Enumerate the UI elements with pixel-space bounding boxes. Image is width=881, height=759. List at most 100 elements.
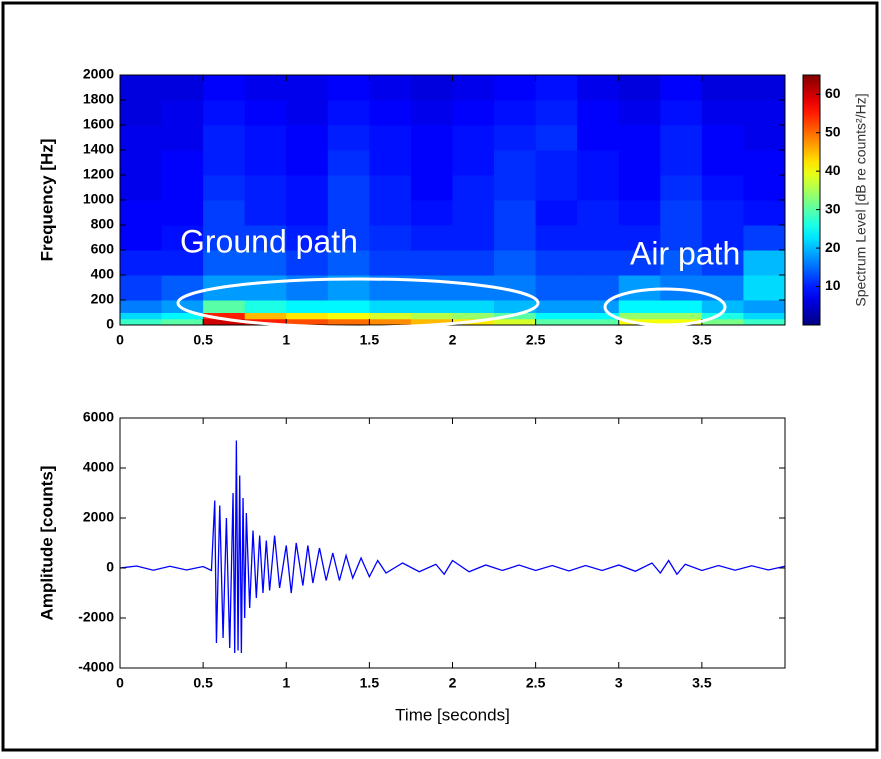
heatmap-cell — [743, 175, 786, 201]
x-tick-label: 1.5 — [360, 332, 380, 348]
heatmap-cell — [244, 150, 287, 176]
heatmap-cell — [701, 300, 744, 313]
y-tick-label: 2000 — [83, 509, 114, 525]
heatmap-cell — [577, 250, 620, 276]
heatmap-cell — [369, 150, 412, 176]
heatmap-cell — [535, 125, 578, 151]
heatmap-cell — [743, 200, 786, 226]
heatmap-cell — [244, 75, 287, 101]
heatmap-cell — [203, 125, 246, 151]
heatmap-cell — [286, 100, 329, 126]
heatmap-cell — [410, 318, 453, 326]
y-tick-label: 4000 — [83, 459, 114, 475]
heatmap-cell — [120, 312, 163, 320]
heatmap-cell — [452, 175, 495, 201]
heatmap-cell — [494, 175, 537, 201]
heatmap-cell — [244, 125, 287, 151]
colorbar — [802, 74, 821, 326]
heatmap-cell — [410, 300, 453, 313]
heatmap-cell — [743, 225, 786, 251]
heatmap-cell — [327, 225, 370, 251]
heatmap-cell — [161, 318, 204, 326]
y-tick-label: 400 — [91, 266, 115, 282]
heatmap-cell — [120, 150, 163, 176]
heatmap-cell — [410, 125, 453, 151]
heatmap-cell — [286, 200, 329, 226]
heatmap-cell — [161, 100, 204, 126]
heatmap-cell — [452, 125, 495, 151]
heatmap-cell — [618, 275, 661, 301]
heatmap-cell — [494, 125, 537, 151]
heatmap-cell — [369, 175, 412, 201]
heatmap-cell — [535, 200, 578, 226]
heatmap-cell — [327, 75, 370, 101]
heatmap-cell — [120, 275, 163, 301]
heatmap-cell — [660, 318, 703, 326]
heatmap-cell — [743, 318, 786, 326]
heatmap-cell — [410, 225, 453, 251]
heatmap-cell — [701, 200, 744, 226]
heatmap-cell — [286, 318, 329, 326]
x-tick-label: 1 — [282, 332, 290, 348]
heatmap-cell — [410, 150, 453, 176]
heatmap-cell — [494, 100, 537, 126]
heatmap-cell — [120, 125, 163, 151]
heatmap-cell — [452, 200, 495, 226]
heatmap-cell — [577, 275, 620, 301]
heatmap-cell — [577, 150, 620, 176]
x-tick-label: 0.5 — [193, 332, 213, 348]
heatmap-cell — [327, 300, 370, 313]
heatmap-cell — [618, 225, 661, 251]
y-tick-label: -4000 — [78, 659, 114, 675]
heatmap-cell — [203, 150, 246, 176]
x-axis-label: Time [seconds] — [395, 705, 510, 724]
y-tick-label: 0 — [106, 559, 114, 575]
heatmap-cell — [660, 300, 703, 313]
heatmap-cell — [577, 75, 620, 101]
heatmap-cell — [535, 175, 578, 201]
heatmap-cell — [577, 318, 620, 326]
heatmap-cell — [660, 150, 703, 176]
heatmap-cell — [369, 250, 412, 276]
heatmap-cell — [701, 318, 744, 326]
heatmap-cell — [161, 200, 204, 226]
heatmap-cell — [161, 250, 204, 276]
heatmap-cell — [660, 225, 703, 251]
heatmap-cell — [535, 250, 578, 276]
y-tick-label: 1600 — [83, 116, 114, 132]
y-tick-label: 600 — [91, 241, 115, 257]
y-tick-label: 1400 — [83, 141, 114, 157]
heatmap-cell — [452, 250, 495, 276]
heatmap-cell — [203, 250, 246, 276]
y-tick-label: 6000 — [83, 409, 114, 425]
heatmap-cell — [369, 200, 412, 226]
heatmap-cell — [535, 318, 578, 326]
y-axis-label: Frequency [Hz] — [37, 139, 56, 262]
heatmap-cell — [369, 75, 412, 101]
heatmap-cell — [701, 150, 744, 176]
heatmap-cell — [618, 200, 661, 226]
x-tick-label: 2.5 — [526, 675, 546, 691]
x-tick-label: 3.5 — [692, 675, 712, 691]
y-tick-label: 0 — [106, 316, 114, 332]
heatmap-cell — [535, 312, 578, 320]
heatmap-cell — [701, 250, 744, 276]
heatmap-cell — [743, 75, 786, 101]
heatmap-cell — [618, 75, 661, 101]
heatmap-cell — [327, 200, 370, 226]
heatmap-cell — [244, 275, 287, 301]
heatmap-cell — [618, 312, 661, 320]
heatmap-cell — [660, 75, 703, 101]
heatmap-cell — [535, 75, 578, 101]
heatmap-cell — [577, 125, 620, 151]
heatmap-cell — [535, 100, 578, 126]
heatmap-cell — [120, 250, 163, 276]
heatmap-cell — [203, 225, 246, 251]
highlight-ellipse — [603, 287, 727, 327]
x-tick-label: 0 — [116, 332, 124, 348]
heatmap-cell — [577, 100, 620, 126]
heatmap-cell — [535, 300, 578, 313]
heatmap-cell — [660, 100, 703, 126]
colorbar-tick-label: 60 — [825, 85, 841, 101]
